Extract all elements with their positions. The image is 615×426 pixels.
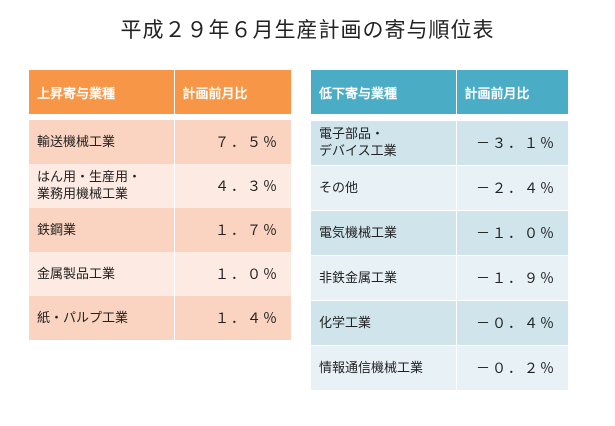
industry-name: はん用・生産用・ 業務用機械工業 xyxy=(29,164,174,208)
table-row: 鉄鋼業 １．７％ xyxy=(29,208,291,252)
change-value: －０．４％ xyxy=(455,300,568,346)
table-row: 非鉄金属工業 －１．９％ xyxy=(311,255,568,301)
industry-name: 電子部品・ デバイス工業 xyxy=(311,120,456,166)
change-value: －１．０％ xyxy=(455,210,568,256)
change-value: １．０％ xyxy=(173,252,291,296)
table-row: その他 －２．４％ xyxy=(311,165,568,211)
table-row: 金属製品工業 １．０％ xyxy=(29,252,291,296)
industry-name: 化学工業 xyxy=(311,300,456,346)
page-title: 平成２９年６月生産計画の寄与順位表 xyxy=(120,18,495,42)
rising-contribution-table: 上昇寄与業種 計画前月比 輸送機械工業 ７．５％ はん用・生産用・ 業務用機械工業… xyxy=(29,70,291,340)
column-header-change: 計画前月比 xyxy=(173,70,291,114)
table-row: 輸送機械工業 ７．５％ xyxy=(29,120,291,164)
column-header-industry: 低下寄与業種 xyxy=(311,70,456,114)
change-value: ７．５％ xyxy=(173,120,291,164)
table-row: 電子部品・ デバイス工業 －３．１％ xyxy=(311,120,568,166)
change-value: －０．２％ xyxy=(455,345,568,390)
table-header-row: 低下寄与業種 計画前月比 xyxy=(311,70,568,114)
table-header-row: 上昇寄与業種 計画前月比 xyxy=(29,70,291,114)
change-value: －１．９％ xyxy=(455,255,568,301)
industry-name: 紙・パルプ工業 xyxy=(29,296,174,340)
column-header-change: 計画前月比 xyxy=(455,70,568,114)
table-row: はん用・生産用・ 業務用機械工業 ４．３％ xyxy=(29,164,291,208)
industry-name: 電気機械工業 xyxy=(311,210,456,256)
change-value: －３．１％ xyxy=(455,120,568,166)
table-row: 化学工業 －０．４％ xyxy=(311,300,568,346)
change-value: －２．４％ xyxy=(455,165,568,211)
table-row: 電気機械工業 －１．０％ xyxy=(311,210,568,256)
falling-contribution-table: 低下寄与業種 計画前月比 電子部品・ デバイス工業 －３．１％ その他 －２．４％… xyxy=(311,70,568,390)
industry-name: 輸送機械工業 xyxy=(29,120,174,164)
table-row: 紙・パルプ工業 １．４％ xyxy=(29,296,291,340)
industry-name: 金属製品工業 xyxy=(29,252,174,296)
industry-name: その他 xyxy=(311,165,456,211)
change-value: ４．３％ xyxy=(173,164,291,208)
table-row: 情報通信機械工業 －０．２％ xyxy=(311,345,568,390)
column-header-industry: 上昇寄与業種 xyxy=(29,70,174,114)
change-value: １．４％ xyxy=(173,296,291,340)
industry-name: 非鉄金属工業 xyxy=(311,255,456,301)
change-value: １．７％ xyxy=(173,208,291,252)
industry-name: 情報通信機械工業 xyxy=(311,345,456,390)
industry-name: 鉄鋼業 xyxy=(29,208,174,252)
